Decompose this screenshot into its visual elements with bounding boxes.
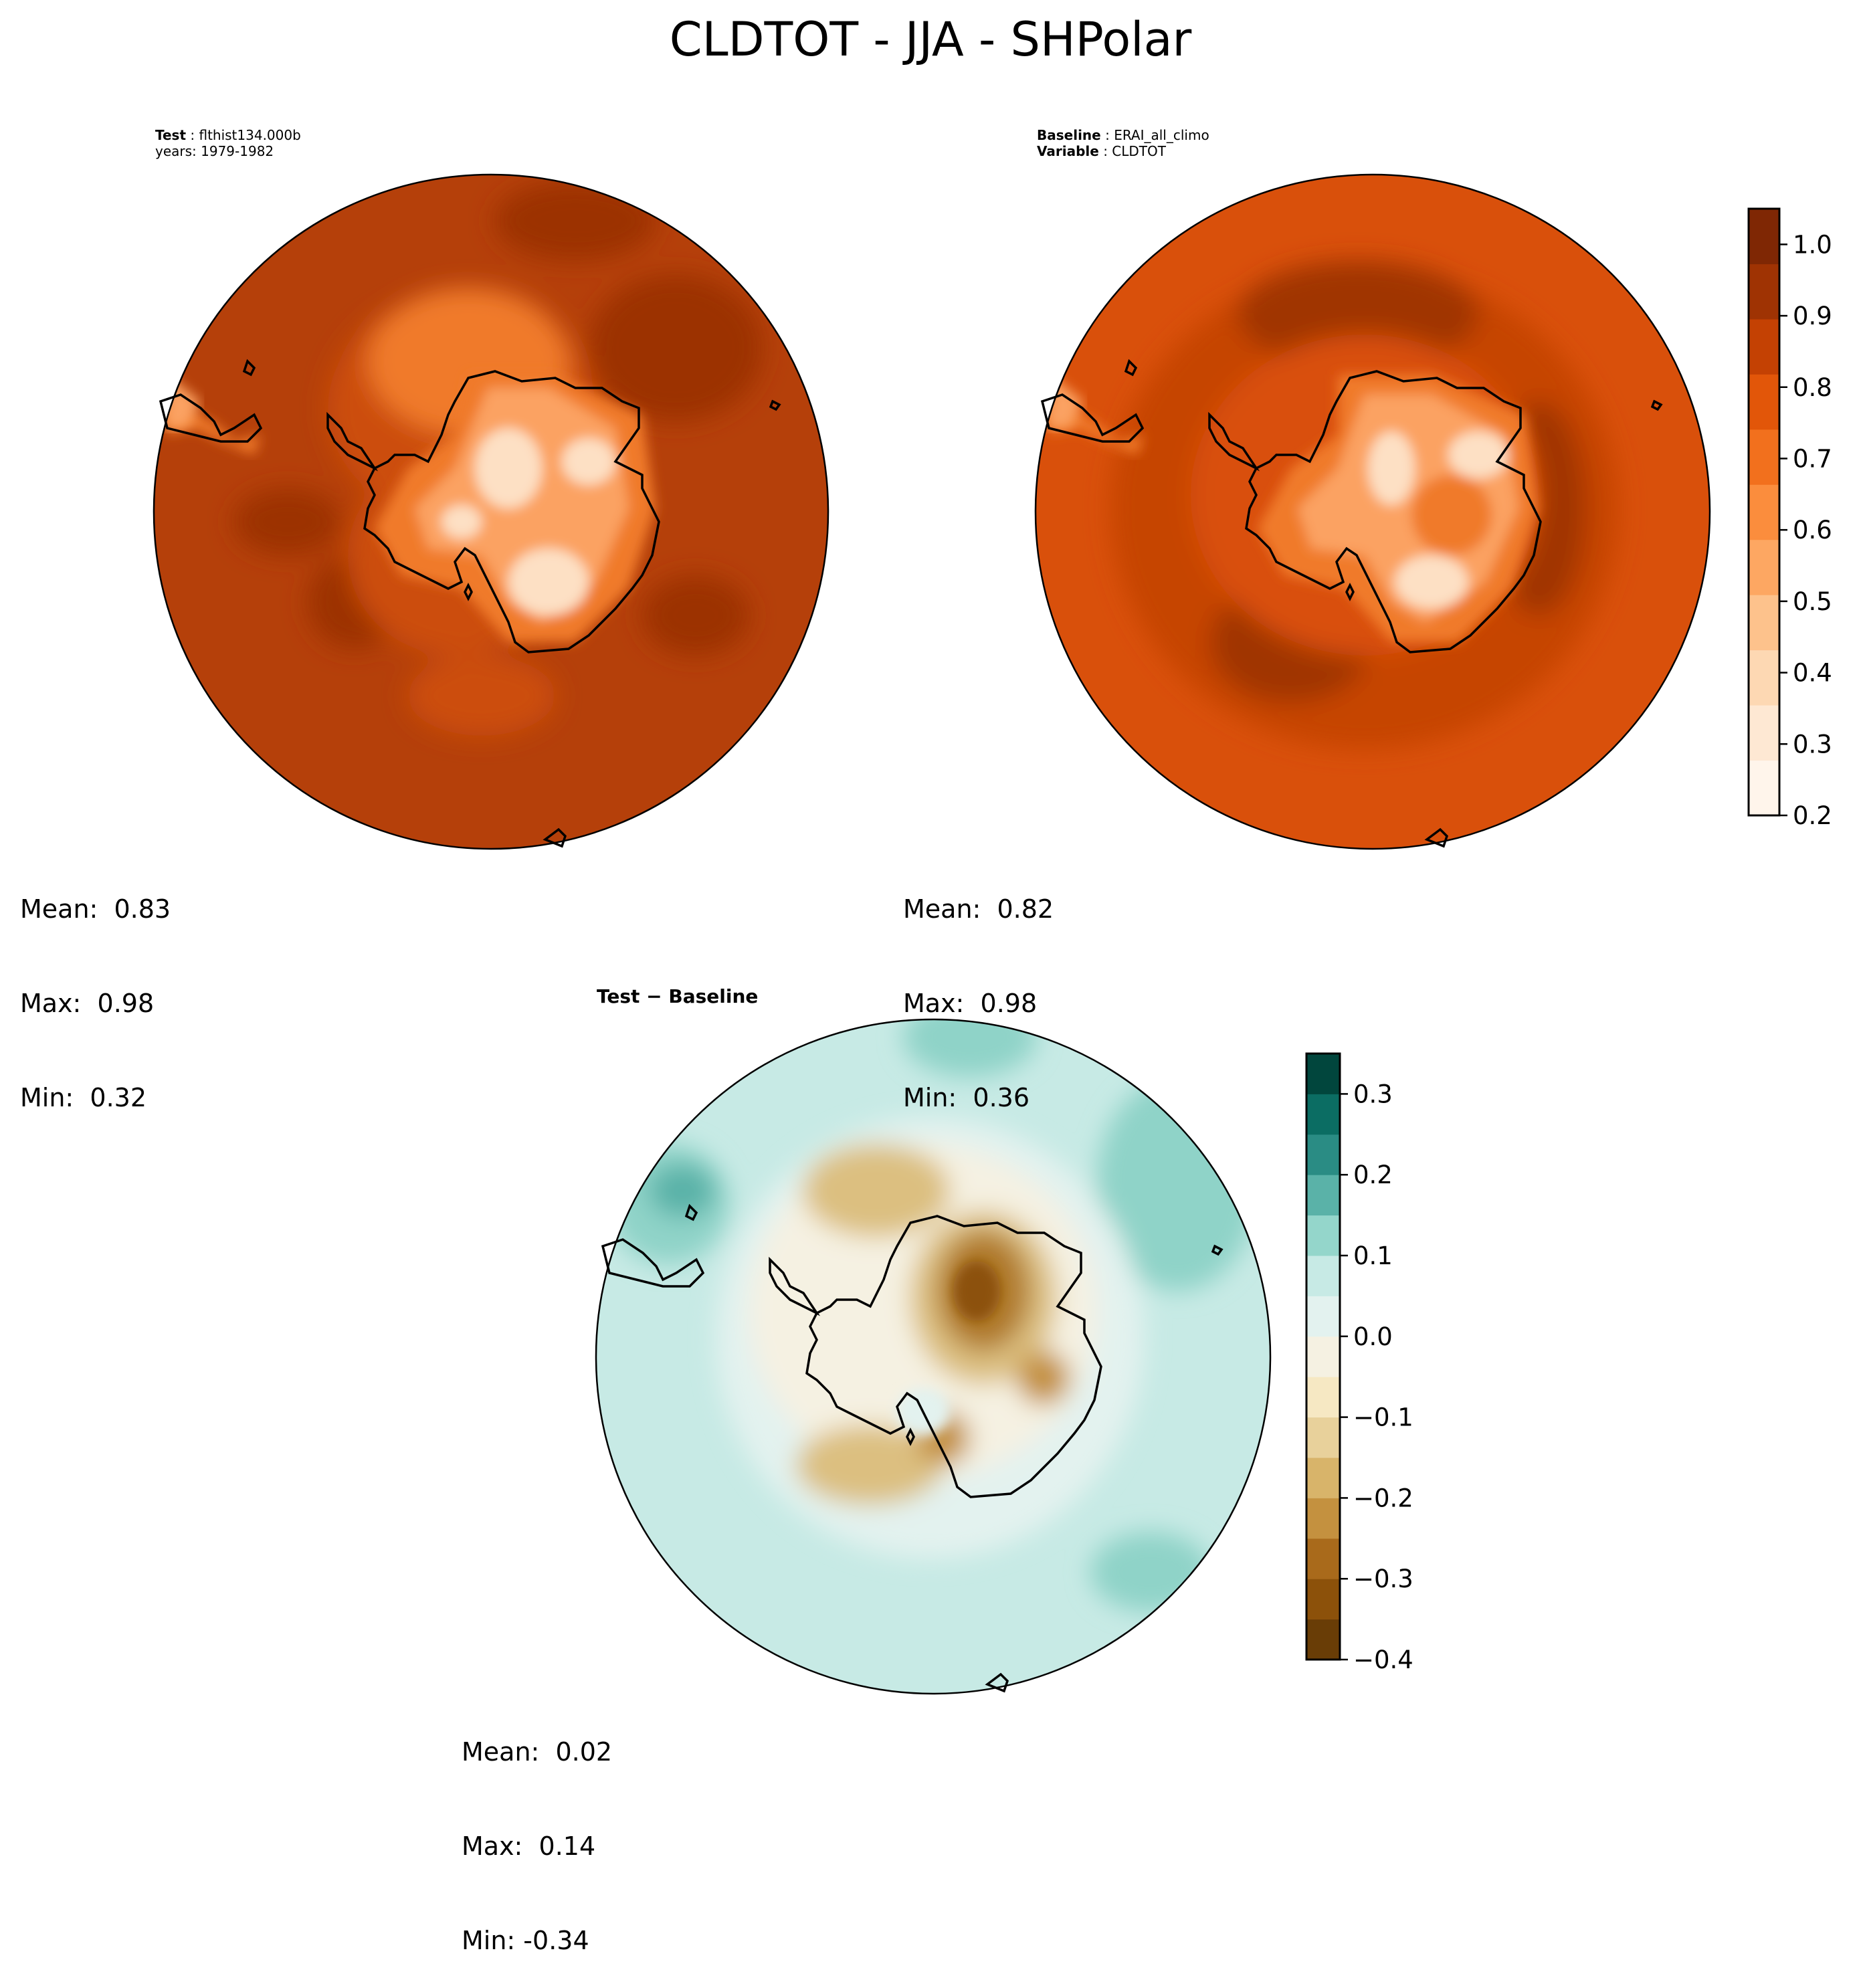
difference-max: Max: 0.14 bbox=[462, 1831, 596, 1861]
difference-colorbar-segment bbox=[1306, 1458, 1340, 1498]
difference-colorbar-segment bbox=[1306, 1256, 1340, 1296]
main-colorbar-tick-label: 0.8 bbox=[1793, 373, 1832, 402]
difference-colorbar-segment bbox=[1306, 1579, 1340, 1620]
difference-colorbar-tick-label: 0.1 bbox=[1353, 1241, 1393, 1270]
difference-colorbar-frame bbox=[1305, 1052, 1341, 1661]
main-colorbar-tick-label: 0.2 bbox=[1793, 801, 1832, 830]
main-colorbar-segment bbox=[1749, 484, 1779, 540]
difference-colorbar-segment bbox=[1306, 1296, 1340, 1337]
baseline-case-name: : ERAI_all_climo bbox=[1100, 127, 1209, 143]
main-colorbar-tick-label: 0.4 bbox=[1793, 659, 1832, 688]
baseline-min: Min: 0.36 bbox=[903, 1083, 1030, 1112]
test-map-boundary bbox=[153, 173, 829, 850]
difference-colorbar-segment bbox=[1306, 1215, 1340, 1256]
difference-colorbar-segment bbox=[1306, 1175, 1340, 1216]
difference-colorbar-tick-label: −0.1 bbox=[1353, 1403, 1413, 1432]
main-colorbar-tick-label: 0.5 bbox=[1793, 587, 1832, 616]
main-colorbar-segment bbox=[1749, 705, 1779, 761]
figure-title: CLDTOT - JJA - SHPolar bbox=[669, 12, 1192, 67]
baseline-map bbox=[1036, 175, 1710, 849]
test-min: Min: 0.32 bbox=[20, 1083, 146, 1112]
difference-stats: Mean: 0.02 Max: 0.14 Min: -0.34 bbox=[462, 1674, 612, 1988]
main-colorbar-tick-label: 0.7 bbox=[1793, 444, 1832, 473]
difference-colorbar-segment bbox=[1306, 1417, 1340, 1458]
test-label: Test bbox=[155, 127, 187, 143]
main-colorbar-segment bbox=[1749, 429, 1779, 485]
difference-colorbar-tick-label: −0.3 bbox=[1353, 1565, 1413, 1593]
difference-colorbar-segment bbox=[1306, 1377, 1340, 1418]
main-colorbar-segment bbox=[1749, 760, 1779, 816]
baseline-mean: Mean: 0.82 bbox=[903, 894, 1054, 924]
difference-colorbar-tick-label: −0.2 bbox=[1353, 1484, 1413, 1512]
main-colorbar-segment bbox=[1749, 650, 1779, 706]
test-map bbox=[154, 175, 828, 849]
difference-colorbar-segment bbox=[1306, 1336, 1340, 1377]
difference-colorbar-segment bbox=[1306, 1538, 1340, 1579]
difference-colorbar-tick-label: 0.3 bbox=[1353, 1080, 1393, 1108]
main-colorbar-segment bbox=[1749, 595, 1779, 651]
difference-map-boundary bbox=[595, 1018, 1272, 1695]
variable-name: : CLDTOT bbox=[1098, 143, 1166, 159]
test-coastlines bbox=[159, 359, 781, 848]
variable-label: Variable bbox=[1037, 143, 1099, 159]
main-colorbar-tick-label: 0.6 bbox=[1793, 516, 1832, 544]
main-colorbar-frame bbox=[1747, 207, 1781, 817]
baseline-coastlines bbox=[1040, 359, 1663, 848]
difference-min: Min: -0.34 bbox=[462, 1926, 589, 1955]
difference-colorbar-tick-label: 0.0 bbox=[1353, 1322, 1393, 1351]
baseline-stats: Mean: 0.82 Max: 0.98 Min: 0.36 bbox=[903, 831, 1054, 1145]
baseline-panel-header: Baseline : ERAI_all_climo Variable : CLD… bbox=[1037, 127, 1209, 159]
difference-colorbar: −0.4 −0.3 −0.2 −0.1 0.0 0.1 0.2 0.3 bbox=[1305, 1052, 1413, 1674]
difference-mean: Mean: 0.02 bbox=[462, 1737, 613, 1767]
difference-colorbar-segment bbox=[1306, 1134, 1340, 1175]
test-mean: Mean: 0.83 bbox=[20, 894, 171, 924]
test-case-name: : flthist134.000b bbox=[186, 127, 301, 143]
difference-colorbar-tick-label: 0.2 bbox=[1353, 1161, 1393, 1189]
baseline-max: Max: 0.98 bbox=[903, 989, 1038, 1018]
difference-map bbox=[596, 1019, 1270, 1694]
main-colorbar-segment bbox=[1749, 374, 1779, 430]
main-colorbar-tick-label: 0.9 bbox=[1793, 302, 1832, 330]
main-colorbar-segment bbox=[1749, 264, 1779, 320]
maps-layer: 0.2 0.3 0.4 0.5 0.6 0.7 0.8 0.9 1.0 −0.4 −0.3 −0.2… bbox=[153, 173, 1832, 1695]
baseline-label: Baseline bbox=[1037, 127, 1101, 143]
difference-colorbar-tick-label: −0.4 bbox=[1353, 1646, 1413, 1674]
main-colorbar-segment bbox=[1749, 209, 1779, 264]
difference-colorbar-segment bbox=[1306, 1619, 1340, 1660]
difference-colorbar-segment bbox=[1306, 1094, 1340, 1135]
test-stats: Mean: 0.83 Max: 0.98 Min: 0.32 bbox=[20, 831, 171, 1145]
test-panel-header: Test : flthist134.000b years: 1979-1982 bbox=[155, 127, 301, 159]
test-max: Max: 0.98 bbox=[20, 989, 155, 1018]
main-colorbar-tick-label: 0.3 bbox=[1793, 730, 1832, 759]
baseline-map-boundary bbox=[1034, 173, 1711, 850]
difference-panel-title: Test − Baseline bbox=[597, 985, 759, 1007]
main-colorbar-tick-label: 1.0 bbox=[1793, 230, 1832, 259]
difference-colorbar-segment bbox=[1306, 1498, 1340, 1539]
main-colorbar-segment bbox=[1749, 318, 1779, 375]
test-years: years: 1979-1982 bbox=[155, 143, 274, 159]
main-colorbar-segment bbox=[1749, 539, 1779, 595]
main-colorbar: 0.2 0.3 0.4 0.5 0.6 0.7 0.8 0.9 1.0 bbox=[1747, 207, 1832, 830]
difference-coastlines bbox=[601, 1203, 1223, 1693]
difference-colorbar-segment bbox=[1306, 1054, 1340, 1094]
